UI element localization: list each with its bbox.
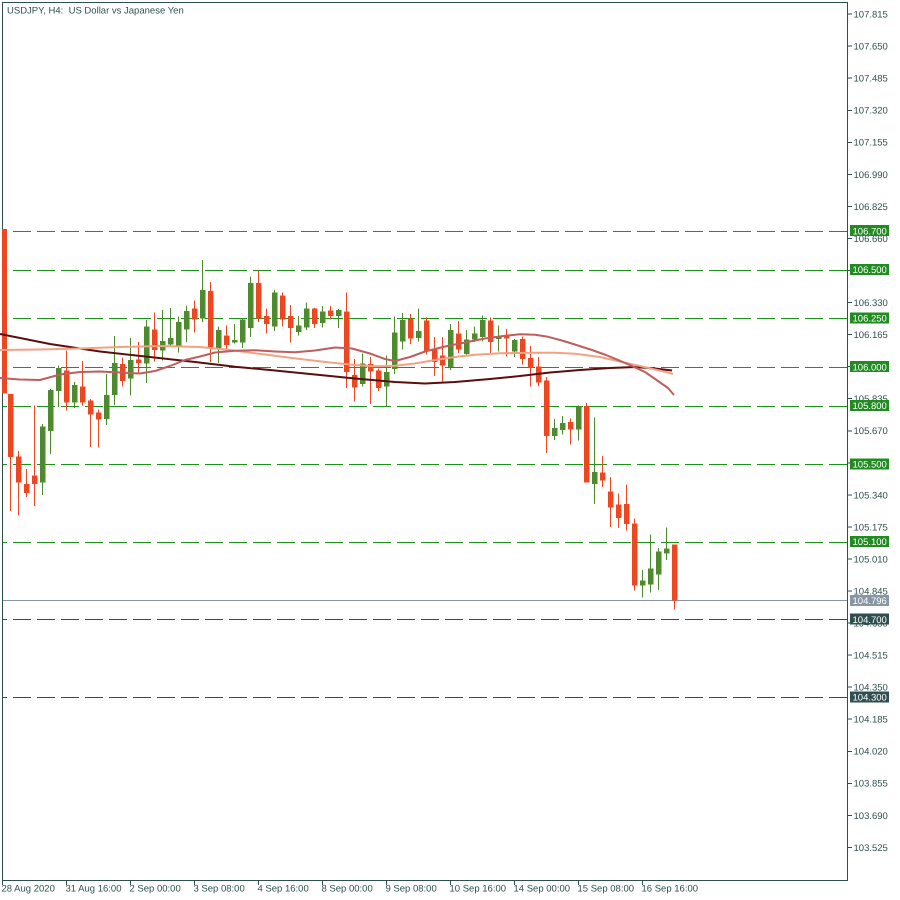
svg-text:2 Sep 00:00: 2 Sep 00:00 [130, 884, 181, 895]
svg-text:106.825: 106.825 [854, 202, 888, 213]
svg-text:107.155: 107.155 [854, 138, 888, 149]
svg-text:105.340: 105.340 [854, 490, 888, 501]
svg-text:106.330: 106.330 [854, 298, 888, 309]
svg-text:103.525: 103.525 [854, 843, 888, 854]
svg-text:105.100: 105.100 [853, 537, 887, 548]
svg-text:104.350: 104.350 [854, 683, 888, 694]
svg-text:104.845: 104.845 [854, 586, 888, 597]
svg-text:106.990: 106.990 [854, 170, 888, 181]
svg-text:106.500: 106.500 [853, 265, 887, 276]
svg-text:106.660: 106.660 [854, 234, 888, 245]
svg-text:107.485: 107.485 [854, 74, 888, 85]
svg-text:107.320: 107.320 [854, 106, 888, 117]
svg-text:107.815: 107.815 [854, 10, 888, 21]
svg-text:31 Aug 16:00: 31 Aug 16:00 [66, 884, 122, 895]
svg-text:103.855: 103.855 [854, 779, 888, 790]
svg-text:105.670: 105.670 [854, 426, 888, 437]
svg-text:10 Sep 16:00: 10 Sep 16:00 [450, 884, 507, 895]
svg-text:104.515: 104.515 [854, 651, 888, 662]
svg-text:8 Sep 00:00: 8 Sep 00:00 [322, 884, 373, 895]
svg-text:16 Sep 16:00: 16 Sep 16:00 [642, 884, 699, 895]
svg-text:15 Sep 08:00: 15 Sep 08:00 [578, 884, 635, 895]
svg-text:104.020: 104.020 [854, 747, 888, 758]
svg-text:106.700: 106.700 [853, 226, 887, 237]
svg-text:105.175: 105.175 [854, 522, 888, 533]
svg-text:104.300: 104.300 [853, 693, 887, 704]
svg-text:4 Sep 16:00: 4 Sep 16:00 [258, 884, 309, 895]
svg-text:28 Aug 2020: 28 Aug 2020 [2, 884, 55, 895]
svg-text:106.165: 106.165 [854, 330, 888, 341]
svg-text:105.010: 105.010 [854, 554, 888, 565]
svg-text:104.700: 104.700 [853, 615, 887, 626]
svg-text:104.796: 104.796 [853, 596, 887, 607]
svg-text:107.650: 107.650 [854, 42, 888, 53]
svg-text:105.835: 105.835 [854, 394, 888, 405]
svg-text:9 Sep 08:00: 9 Sep 08:00 [386, 884, 437, 895]
svg-text:106.000: 106.000 [853, 362, 887, 373]
svg-text:104.185: 104.185 [854, 715, 888, 726]
svg-text:103.690: 103.690 [854, 811, 888, 822]
svg-text:USDJPY, H4: US Dollar vs Japa: USDJPY, H4: US Dollar vs Japanese Yen [7, 6, 184, 17]
svg-text:105.800: 105.800 [853, 401, 887, 412]
svg-text:106.250: 106.250 [853, 314, 887, 325]
svg-text:105.500: 105.500 [853, 459, 887, 470]
svg-text:3 Sep 08:00: 3 Sep 08:00 [194, 884, 245, 895]
svg-text:14 Sep 00:00: 14 Sep 00:00 [514, 884, 571, 895]
